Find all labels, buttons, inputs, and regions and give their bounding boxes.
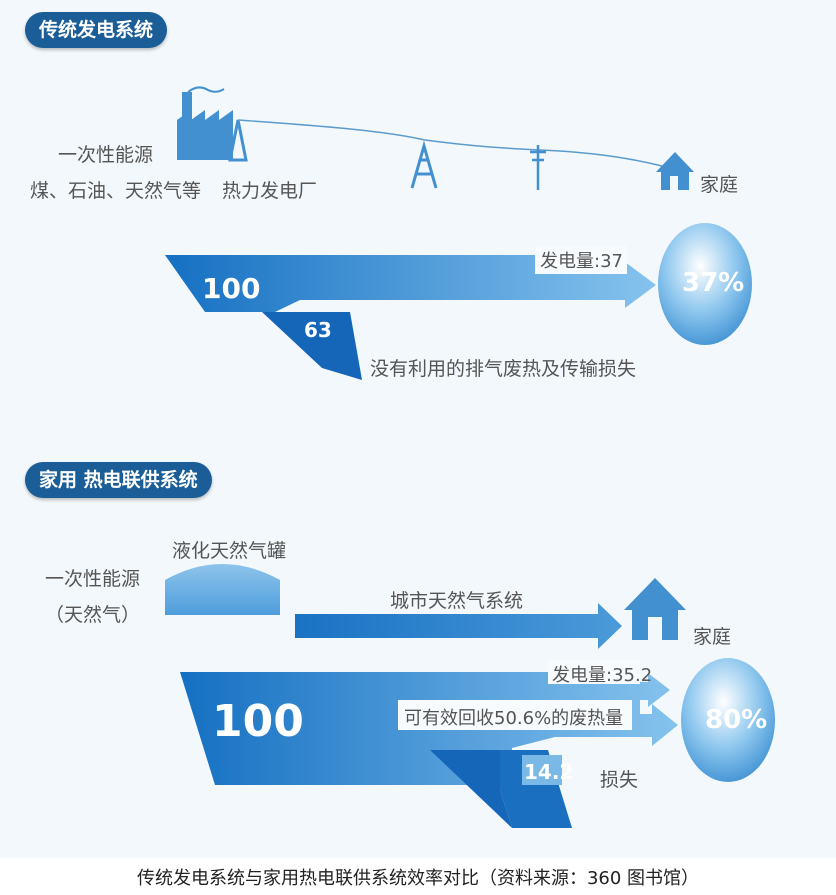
gas-arrow — [295, 603, 622, 649]
loss-flow-branch — [430, 750, 512, 828]
input-value: 100 — [202, 272, 261, 305]
utility-pole-icon — [530, 145, 546, 190]
flow-art — [165, 86, 775, 828]
power-plant-label: 热力发电厂 — [222, 180, 318, 202]
power-plant-icon — [177, 86, 248, 162]
power-output-label: 发电量:35.2 — [552, 665, 653, 686]
section-title-chp: 家用 热电联供系统 — [25, 462, 212, 498]
figure-caption: 传统发电系统与家用热电联供系统效率对比（资料来源：360 图书馆） — [136, 868, 700, 889]
power-label-box — [535, 246, 627, 274]
fuel-types-label: 煤、石油、天然气等 — [30, 180, 202, 202]
efficiency-circle — [681, 658, 775, 782]
efficiency-circle — [658, 223, 752, 345]
home-label: 家庭 — [700, 174, 739, 196]
power-line — [237, 119, 663, 167]
efficiency-value: 37% — [682, 268, 745, 298]
gas-tank-icon — [165, 564, 280, 615]
natural-gas-label: （天然气） — [45, 604, 141, 626]
house-icon — [656, 152, 694, 190]
transmission-tower-icon — [410, 140, 438, 189]
power-output-label: 发电量:37 — [540, 251, 623, 272]
primary-energy-label: 一次性能源 — [45, 568, 141, 590]
power-label-box — [548, 660, 640, 684]
loss-value: 14.2 — [524, 760, 574, 784]
heat-label-box — [398, 700, 632, 730]
efficiency-value: 80% — [705, 705, 768, 735]
primary-energy-label: 一次性能源 — [58, 144, 154, 166]
house-icon — [624, 578, 686, 640]
loss-value: 63 — [304, 318, 332, 342]
heat-recovery-label: 可有效回收50.6%的废热量 — [404, 708, 624, 729]
tank-label: 液化天然气罐 — [172, 540, 287, 562]
loss-label: 损失 — [600, 769, 639, 791]
loss-label: 没有利用的排气废热及传输损失 — [370, 358, 637, 380]
loss-value-box — [522, 755, 562, 785]
home-label: 家庭 — [693, 626, 732, 648]
loss-flow-branch — [262, 312, 362, 380]
section-title-traditional: 传统发电系统 — [25, 12, 168, 48]
input-value: 100 — [212, 696, 304, 747]
input-flow-band — [165, 255, 656, 312]
gas-system-label: 城市天然气系统 — [390, 590, 524, 612]
